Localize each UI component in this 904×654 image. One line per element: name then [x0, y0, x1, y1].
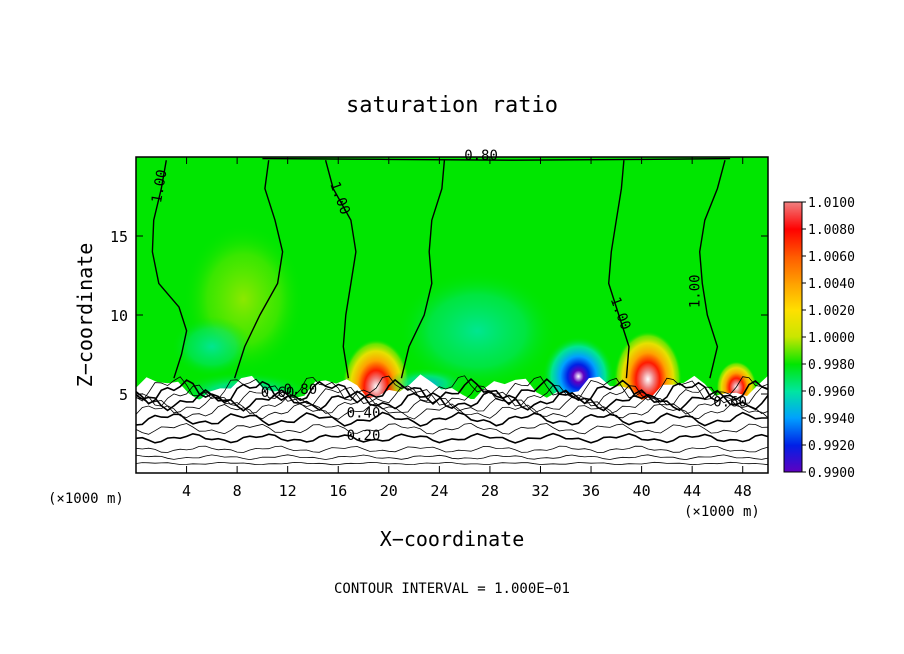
stable-layer-contour [136, 395, 768, 415]
colorbar-label: 1.0100 [808, 196, 855, 211]
y-tick-label: 15 [110, 228, 128, 246]
y-axis-ticks: 5 10 15 [110, 228, 768, 404]
colorbar-label: 0.9960 [808, 385, 855, 400]
stable-layer-contour [136, 375, 768, 402]
saturation-field [136, 157, 768, 473]
chart-title: saturation ratio [346, 93, 558, 118]
contour-label: 0.80 [464, 148, 498, 164]
colorbar-label: 0.9940 [808, 412, 855, 427]
contour-label: 0.80 [283, 382, 317, 398]
x-tick-label: 28 [481, 482, 499, 500]
colorbar-label: 1.0080 [808, 223, 855, 238]
x-axis-label: X−coordinate [380, 527, 525, 551]
contour-line [233, 160, 284, 379]
stable-layer-contour [136, 432, 768, 444]
stable-layer-contour [136, 411, 768, 427]
contour-label: 0.40 [347, 406, 381, 422]
x-tick-label: 36 [582, 482, 600, 500]
colorbar-segment [784, 202, 802, 230]
contour-label: 1.00 [149, 168, 171, 204]
x-tick-label: 8 [233, 482, 242, 500]
contour-label: 0.60 [261, 385, 295, 401]
contour-label: 0.60 [713, 395, 747, 411]
colorbar-segment [784, 445, 802, 473]
colorbar-segment [784, 364, 802, 392]
colorbar-segment [784, 418, 802, 446]
stable-layer-contour [136, 378, 768, 406]
contour-label: 1.00 [688, 274, 704, 308]
field-blobs [136, 224, 768, 473]
contour-line [698, 160, 726, 379]
x-tick-label: 16 [329, 482, 347, 500]
x-tick-label: 48 [734, 482, 752, 500]
x-tick-label: 40 [633, 482, 651, 500]
contour-line [324, 160, 357, 379]
colorbar-label: 0.9920 [808, 439, 855, 454]
stable-layer-contour [136, 445, 768, 453]
stable-layer-contour [136, 461, 768, 466]
colorbar-label: 0.9900 [808, 466, 855, 481]
colorbar-segment [784, 310, 802, 338]
y-tick-label: 10 [110, 307, 128, 325]
x-tick-label: 20 [380, 482, 398, 500]
colorbar-label: 0.9980 [808, 358, 855, 373]
contour-interval-note: CONTOUR INTERVAL = 1.000E−01 [334, 581, 570, 597]
colorbar-label: 1.0000 [808, 331, 855, 346]
x-unit-right: (×1000 m) [684, 504, 760, 520]
x-tick-label: 44 [683, 482, 701, 500]
field-region-teal [171, 316, 252, 377]
contour-line [607, 160, 630, 379]
colorbar-segment [784, 283, 802, 311]
x-unit-left: (×1000 m) [48, 491, 124, 507]
colorbar: 1.0100 1.0080 1.0060 1.0040 1.0020 1.0000 0.99… [783, 196, 855, 481]
colorbar-segment [784, 337, 802, 365]
x-tick-label: 12 [279, 482, 297, 500]
contour-line [151, 160, 188, 379]
y-axis-label: Z−coordinate [73, 243, 97, 388]
contour-lines [151, 157, 731, 379]
contour-label-group: 0.801.00 1.001.001.000.800.600.600.400.20 [149, 148, 747, 444]
contour-line [400, 160, 446, 379]
x-tick-label: 4 [182, 482, 191, 500]
stable-layer-contours [136, 375, 768, 466]
stable-layer-region [136, 374, 768, 473]
x-tick-label: 24 [430, 482, 448, 500]
stable-layer-contour [136, 422, 768, 435]
stable-layer-contour [136, 454, 768, 461]
field-region-teal [397, 270, 558, 391]
y-tick-label: 5 [119, 386, 128, 404]
colorbar-segment [784, 391, 802, 419]
colorbar-label: 1.0060 [808, 250, 855, 265]
x-axis-ticks: 4 8 12 16 20 24 28 32 36 40 44 48 [182, 157, 752, 500]
x-tick-label: 32 [531, 482, 549, 500]
colorbar-segment [784, 229, 802, 257]
colorbar-label: 1.0040 [808, 277, 855, 292]
colorbar-segment [784, 256, 802, 284]
contour-label: 0.20 [347, 428, 381, 444]
contour-line [262, 157, 731, 161]
colorbar-label: 1.0020 [808, 304, 855, 319]
